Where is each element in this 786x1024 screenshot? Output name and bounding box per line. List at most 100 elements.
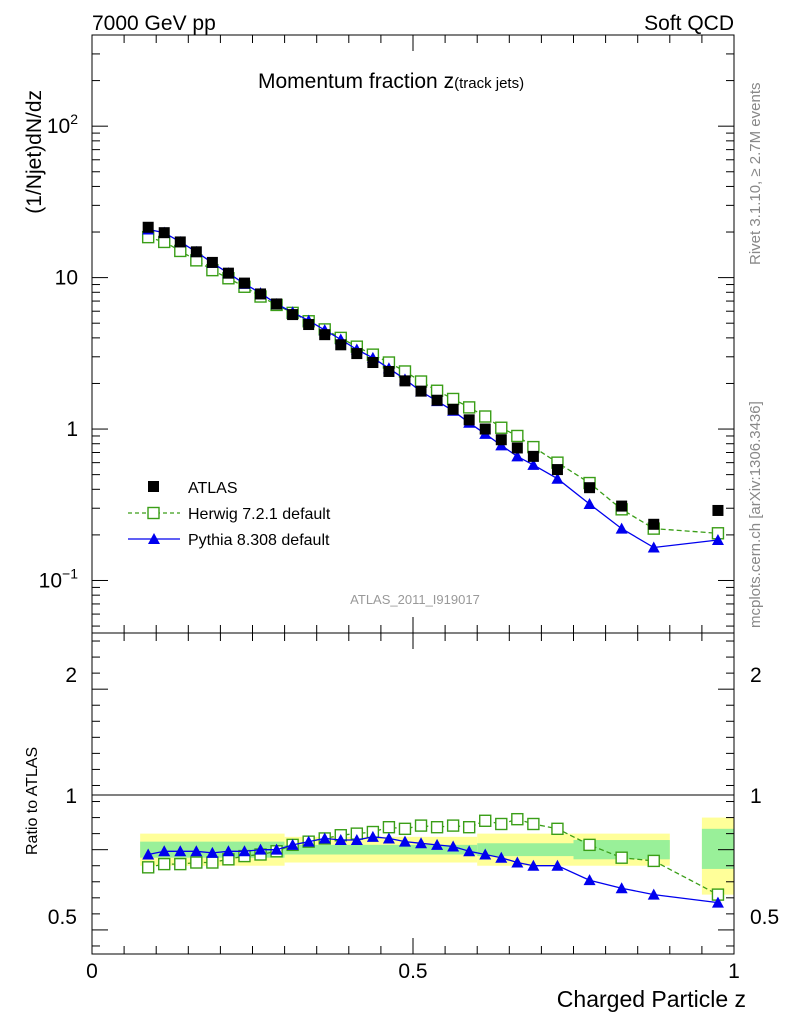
herwig-ratio-point: [190, 856, 203, 869]
pythia-ratio-point: [174, 845, 187, 857]
pythia-ratio-point: [447, 840, 460, 852]
stat-uncertainty-band: [477, 843, 574, 857]
pythia-point: [551, 472, 564, 484]
herwig-ratio-point: [158, 857, 171, 871]
x-tick-label-1: 1: [728, 960, 740, 983]
pythia-ratio-point: [318, 832, 331, 844]
pythia-ratio-point: [270, 843, 283, 855]
pythia-ratio-point: [431, 838, 444, 850]
pythia-ratio-point: [511, 856, 524, 868]
legend-marker-atlas: [148, 481, 159, 492]
herwig-ratio-point: [206, 856, 219, 869]
herwig-point: [446, 392, 460, 406]
chart-title: Momentum fraction z(track jets): [258, 70, 524, 93]
pythia-ratio-point: [479, 848, 492, 860]
ratio-panel-ticks: [91, 633, 735, 954]
pythia-ratio-point: [286, 838, 299, 850]
atlas-point: [174, 236, 186, 248]
pythia-ratio-point: [238, 845, 251, 857]
analysis-watermark: ATLAS_2011_I919017: [350, 592, 480, 607]
pythia-ratio-point: [206, 846, 219, 858]
herwig-point: [414, 375, 428, 388]
atlas-point: [206, 256, 218, 268]
pythia-ratio-point: [158, 845, 171, 857]
ratio-y-axis-label: Ratio to ATLAS: [24, 747, 41, 855]
herwig-ratio-point: [414, 819, 428, 832]
atlas-point: [303, 319, 315, 331]
pythia-ratio-point: [398, 835, 411, 847]
pythia-point: [647, 541, 660, 553]
rivet-version-label: Rivet 3.1.10, ≥ 2.7M events: [747, 83, 764, 266]
atlas-point: [527, 450, 539, 462]
pythia-ratio-point: [583, 874, 596, 886]
main-y-axis-label: (1/Njet)dN/dz: [23, 90, 46, 214]
pythia-ratio-point: [334, 834, 347, 846]
chart-title-main: Momentum fraction z: [258, 70, 454, 93]
pythia-ratio-point: [415, 837, 428, 849]
pythia-ratio-point: [302, 835, 315, 847]
atlas-point: [511, 442, 523, 454]
ratio-y-tick-label-2-right: 2: [750, 664, 762, 687]
herwig-ratio-point: [551, 822, 564, 836]
atlas-point: [584, 482, 596, 494]
herwig-ratio-point: [615, 851, 628, 864]
tick-label-exponent: 2: [70, 111, 78, 127]
herwig-point: [511, 429, 524, 443]
legend-marker-pythia: [148, 533, 160, 544]
herwig-ratio-line: [148, 818, 719, 896]
pythia-ratio-point: [190, 845, 203, 857]
mcplots-credit: mcplots.cern.ch [arXiv:1306.3436]: [747, 401, 764, 628]
atlas-point: [551, 464, 563, 476]
herwig-ratio-point: [174, 857, 187, 871]
ratio-y-tick-label-05: 0.5: [48, 906, 77, 929]
ratio-panel-frame: [91, 632, 735, 955]
herwig-ratio-point: [430, 821, 444, 834]
category-label: Soft QCD: [644, 12, 734, 35]
pythia-ratio-point: [711, 896, 724, 908]
ratio-y-tick-label-1-right: 1: [750, 785, 762, 808]
stat-uncertainty-band: [701, 828, 734, 869]
atlas-point: [271, 298, 283, 310]
herwig-ratio-point: [583, 838, 596, 852]
atlas-point: [222, 267, 234, 279]
herwig-ratio-point: [479, 814, 492, 827]
main-series-layer: [141, 221, 725, 553]
atlas-point: [351, 348, 363, 360]
pythia-ratio-point: [647, 888, 660, 900]
stat-uncertainty-band: [573, 840, 670, 860]
pythia-ratio-point: [527, 859, 540, 871]
herwig-ratio-point: [398, 822, 412, 836]
main-y-tick-label: 102: [47, 111, 78, 138]
herwig-ratio-point: [647, 854, 660, 868]
atlas-point: [463, 414, 475, 426]
atlas-point: [287, 309, 299, 321]
atlas-point: [142, 221, 154, 233]
pythia-point: [711, 534, 724, 546]
main-y-tick-label: 1: [66, 418, 78, 441]
ratio-panel: 2 1 0.5 2 1 0.5 Ratio to ATLAS 0 0.5 1 C…: [24, 632, 779, 1012]
pythia-ratio-point: [615, 882, 628, 894]
atlas-point: [383, 365, 395, 377]
pythia-point: [583, 497, 596, 509]
pythia-ratio-point: [495, 851, 508, 863]
herwig-point: [479, 410, 492, 423]
herwig-ratio-point: [462, 821, 476, 834]
pythia-ratio-point: [382, 832, 395, 844]
stat-uncertainty-band: [284, 844, 478, 855]
ratio-y-tick-label-1: 1: [65, 785, 77, 808]
atlas-point: [158, 227, 170, 239]
pythia-ratio-point: [254, 843, 267, 855]
pythia-ratio-point: [350, 834, 363, 846]
tick-label-base: 10: [47, 115, 70, 138]
atlas-point: [238, 277, 250, 289]
herwig-ratio-point: [382, 821, 396, 834]
atlas-point: [616, 500, 628, 512]
atlas-point: [479, 423, 491, 435]
atlas-point: [190, 246, 202, 258]
x-axis-label: Charged Particle z: [557, 986, 746, 1012]
tick-label-exponent: −1: [62, 565, 78, 581]
legend-label-herwig: Herwig 7.2.1 default: [188, 506, 331, 523]
